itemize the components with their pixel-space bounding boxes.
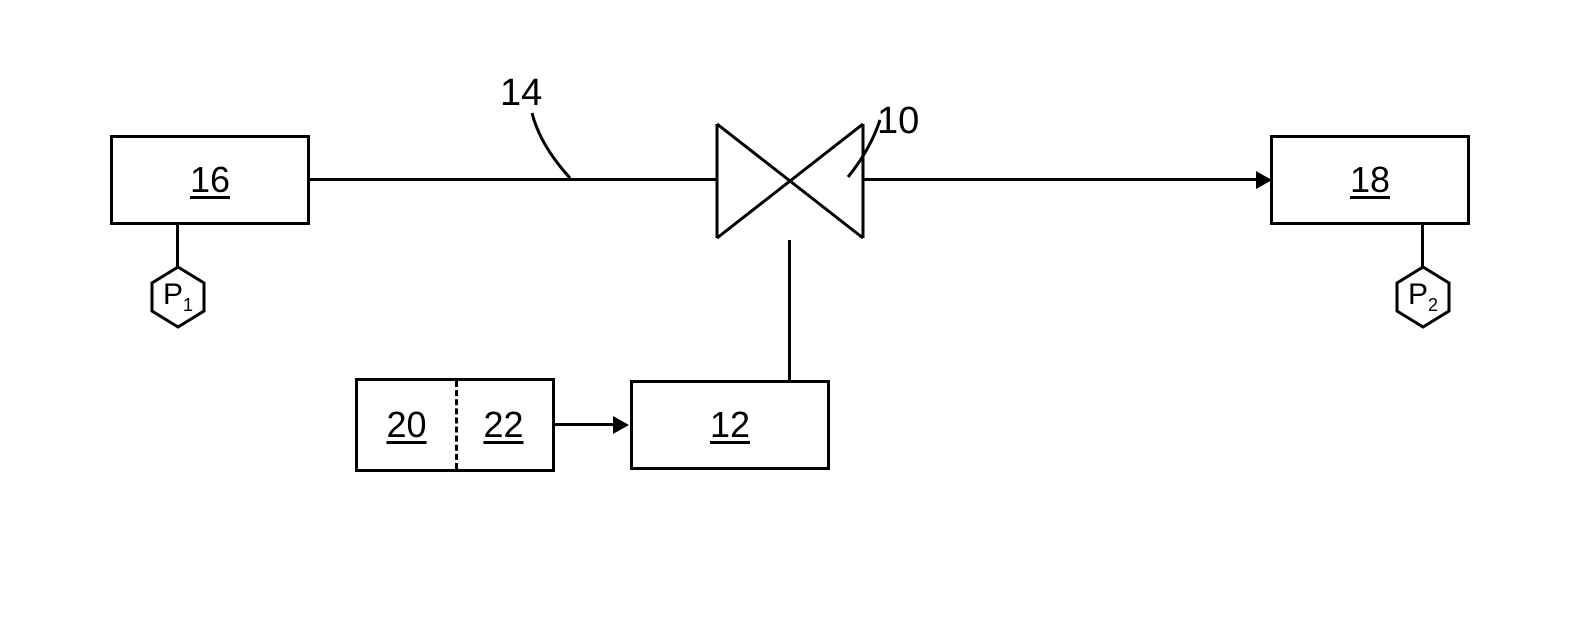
pipe-line-left [310, 178, 718, 181]
valve-leader-line [840, 115, 890, 180]
controller-left-label: 20 [386, 404, 426, 446]
p1-main: P [163, 278, 183, 311]
pressure-sensor-p2: P2 [1395, 265, 1451, 329]
controller-block: 20 22 [355, 378, 555, 472]
pipe-leader-line [520, 110, 580, 180]
actuator-block-label: 12 [710, 404, 750, 446]
controller-left-half: 20 [358, 404, 455, 446]
source-block: 16 [110, 135, 310, 225]
controller-right-half: 22 [455, 404, 552, 446]
pressure-sensor-p1: P1 [150, 265, 206, 329]
actuator-block: 12 [630, 380, 830, 470]
controller-right-label: 22 [483, 404, 523, 446]
p1-sub: 1 [183, 295, 193, 315]
controller-arrowhead [613, 416, 629, 434]
destination-block-label: 18 [1350, 159, 1390, 201]
source-block-label: 16 [190, 159, 230, 201]
valve-actuator-line [788, 240, 791, 382]
destination-block: 18 [1270, 135, 1470, 225]
p1-stem-line [176, 225, 179, 267]
pipe-line-right [863, 178, 1260, 181]
p2-stem-line [1421, 225, 1424, 267]
p2-sub: 2 [1428, 295, 1438, 315]
controller-to-actuator-line [555, 423, 617, 426]
p1-label: P1 [163, 278, 193, 316]
p2-label: P2 [1408, 278, 1438, 316]
p2-main: P [1408, 278, 1428, 311]
pipe-reference-label: 14 [500, 72, 542, 115]
